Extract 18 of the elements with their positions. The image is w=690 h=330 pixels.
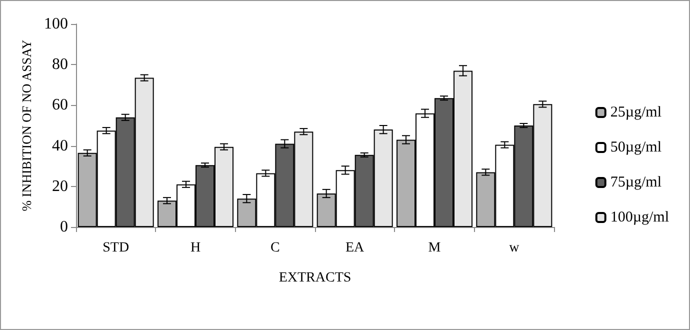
legend-label: 50µg/ml: [610, 140, 662, 156]
y-tick-label: 80: [52, 56, 68, 74]
x-tick-label: STD: [102, 240, 130, 256]
x-tick-label: H: [190, 240, 201, 256]
legend-label: 100µg/ml: [610, 210, 670, 226]
y-axis-title: % INHIBITION OF NO ASSAY: [19, 39, 34, 212]
y-tick-label: 60: [52, 96, 68, 114]
y-tick-label: 0: [60, 218, 68, 236]
x-tick-label: EA: [345, 240, 366, 256]
y-tick-label: 20: [52, 178, 68, 195]
y-tick-label: 100: [44, 16, 68, 32]
y-tick-label: 40: [52, 137, 68, 154]
x-axis-title: EXTRACTS: [278, 270, 352, 286]
legend-label: 75µg/ml: [610, 174, 662, 190]
legend-label: 25µg/ml: [610, 104, 662, 120]
x-tick-label: C: [270, 240, 280, 256]
x-tick-label: w: [509, 240, 520, 256]
x-tick-label: M: [428, 240, 442, 256]
